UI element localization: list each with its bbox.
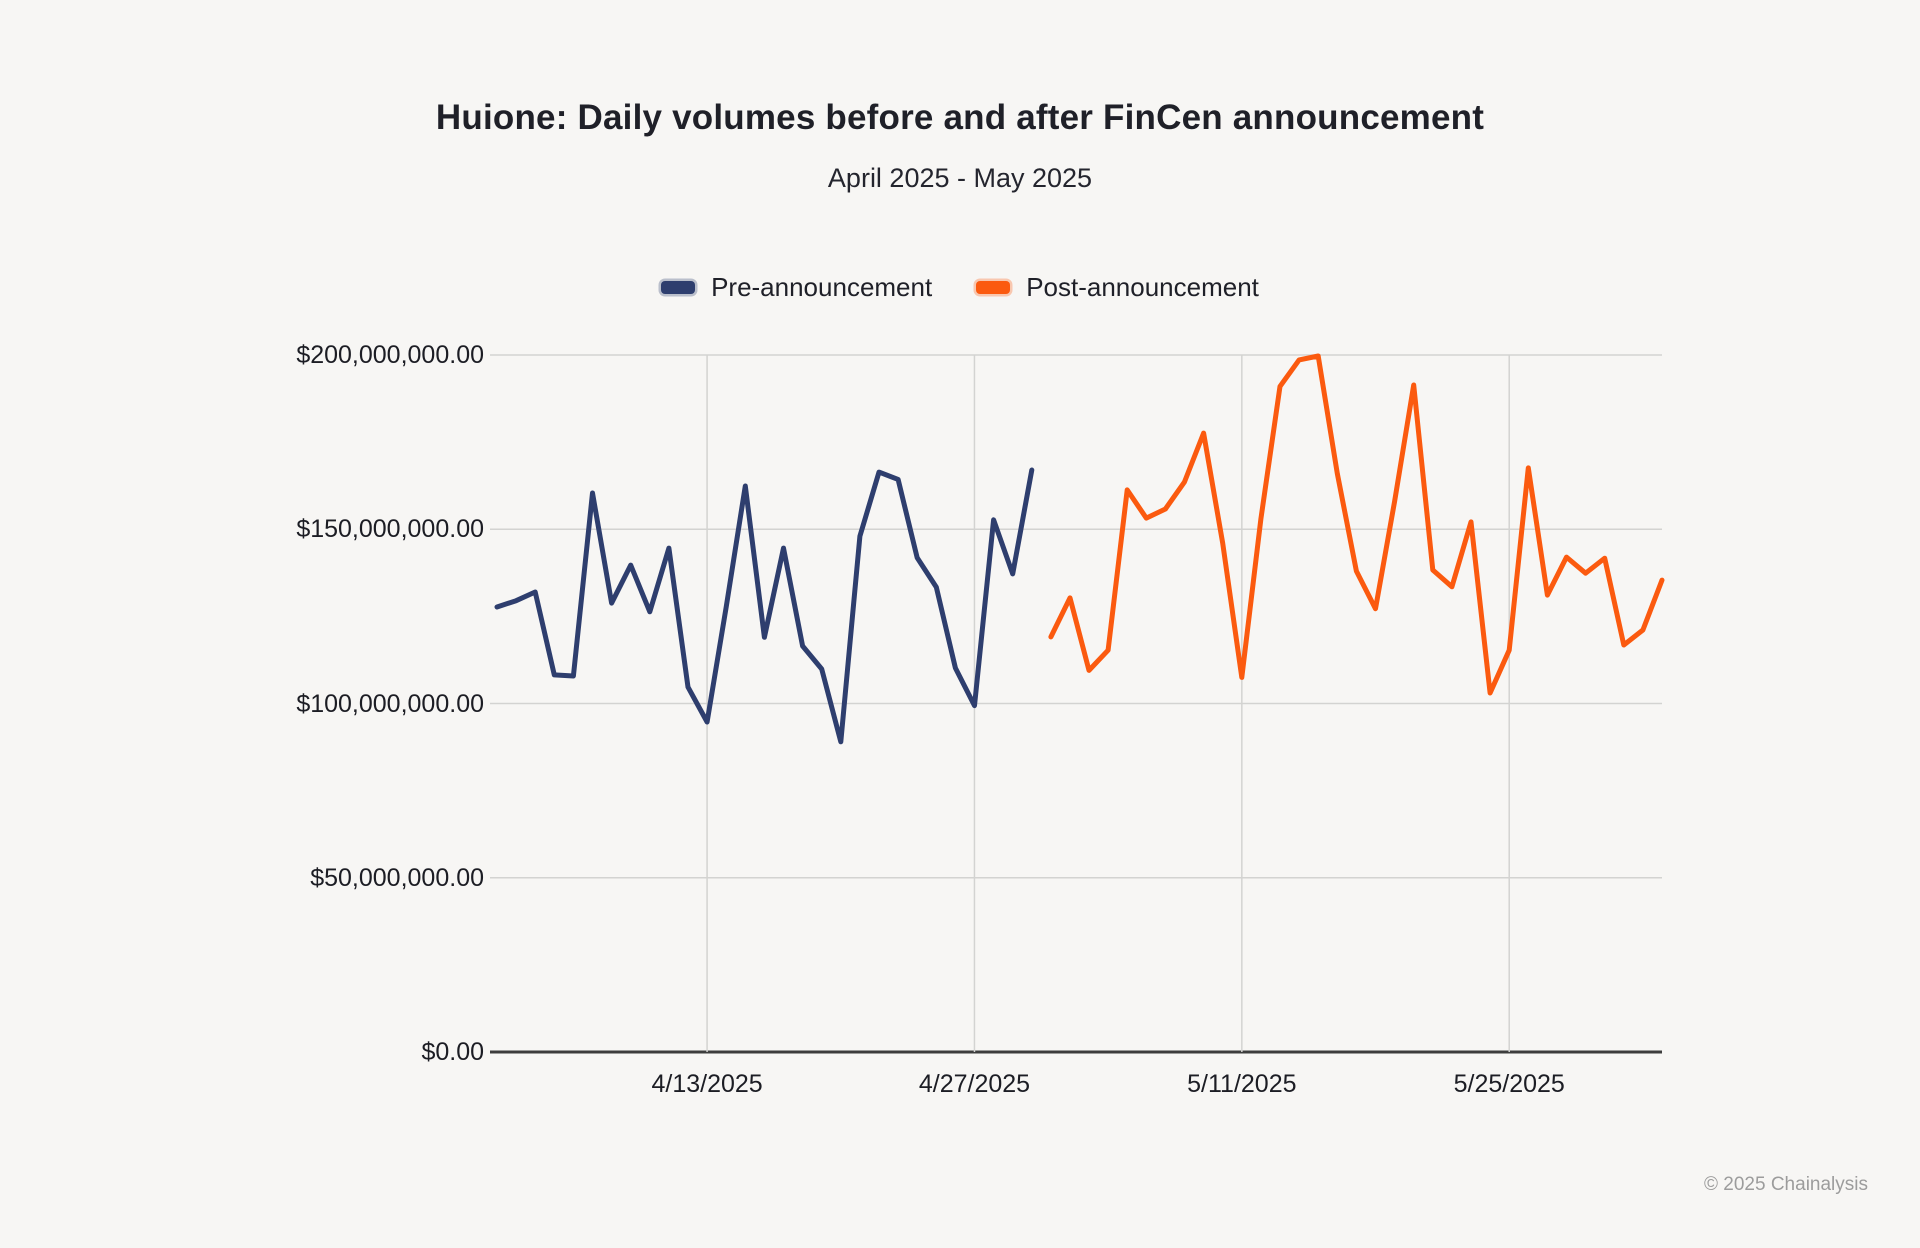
y-tick-label: $50,000,000.00 (310, 863, 484, 892)
legend-swatch-icon (661, 281, 696, 294)
x-tick-label: 4/13/2025 (651, 1070, 763, 1098)
x-tick-label: 5/25/2025 (1453, 1070, 1565, 1098)
y-tick-label: $200,000,000.00 (296, 341, 484, 369)
legend-swatch-icon (976, 281, 1011, 294)
y-axis-labels: $200,000,000.00 $150,000,000.00 $100,000,0… (0, 0, 484, 1248)
series-line-post-announcement (1048, 353, 1665, 696)
watermark: © 2025 Chainalysis (1704, 1174, 1868, 1195)
legend: Pre-announcement Post-announcement (0, 272, 1920, 303)
chart-title: Huione: Daily volumes before and after F… (435, 98, 1485, 137)
y-tick-label: $150,000,000.00 (296, 515, 484, 544)
x-tick-label: 4/27/2025 (918, 1070, 1031, 1098)
x-tick-label: 5/11/2025 (1187, 1070, 1297, 1098)
chart-subtitle: April 2025 - May 2025 (827, 163, 1093, 193)
legend-item-pre-announcement: Pre-announcement (661, 272, 932, 303)
series-line-pre-announcement (494, 467, 1035, 745)
legend-label: Pre-announcement (711, 272, 933, 302)
legend-label: Post-announcement (1026, 272, 1259, 302)
y-tick-label: $100,000,000.00 (296, 689, 484, 718)
y-tick-label: $0.00 (421, 1038, 484, 1066)
legend-item-post-announcement: Post-announcement (976, 272, 1259, 303)
